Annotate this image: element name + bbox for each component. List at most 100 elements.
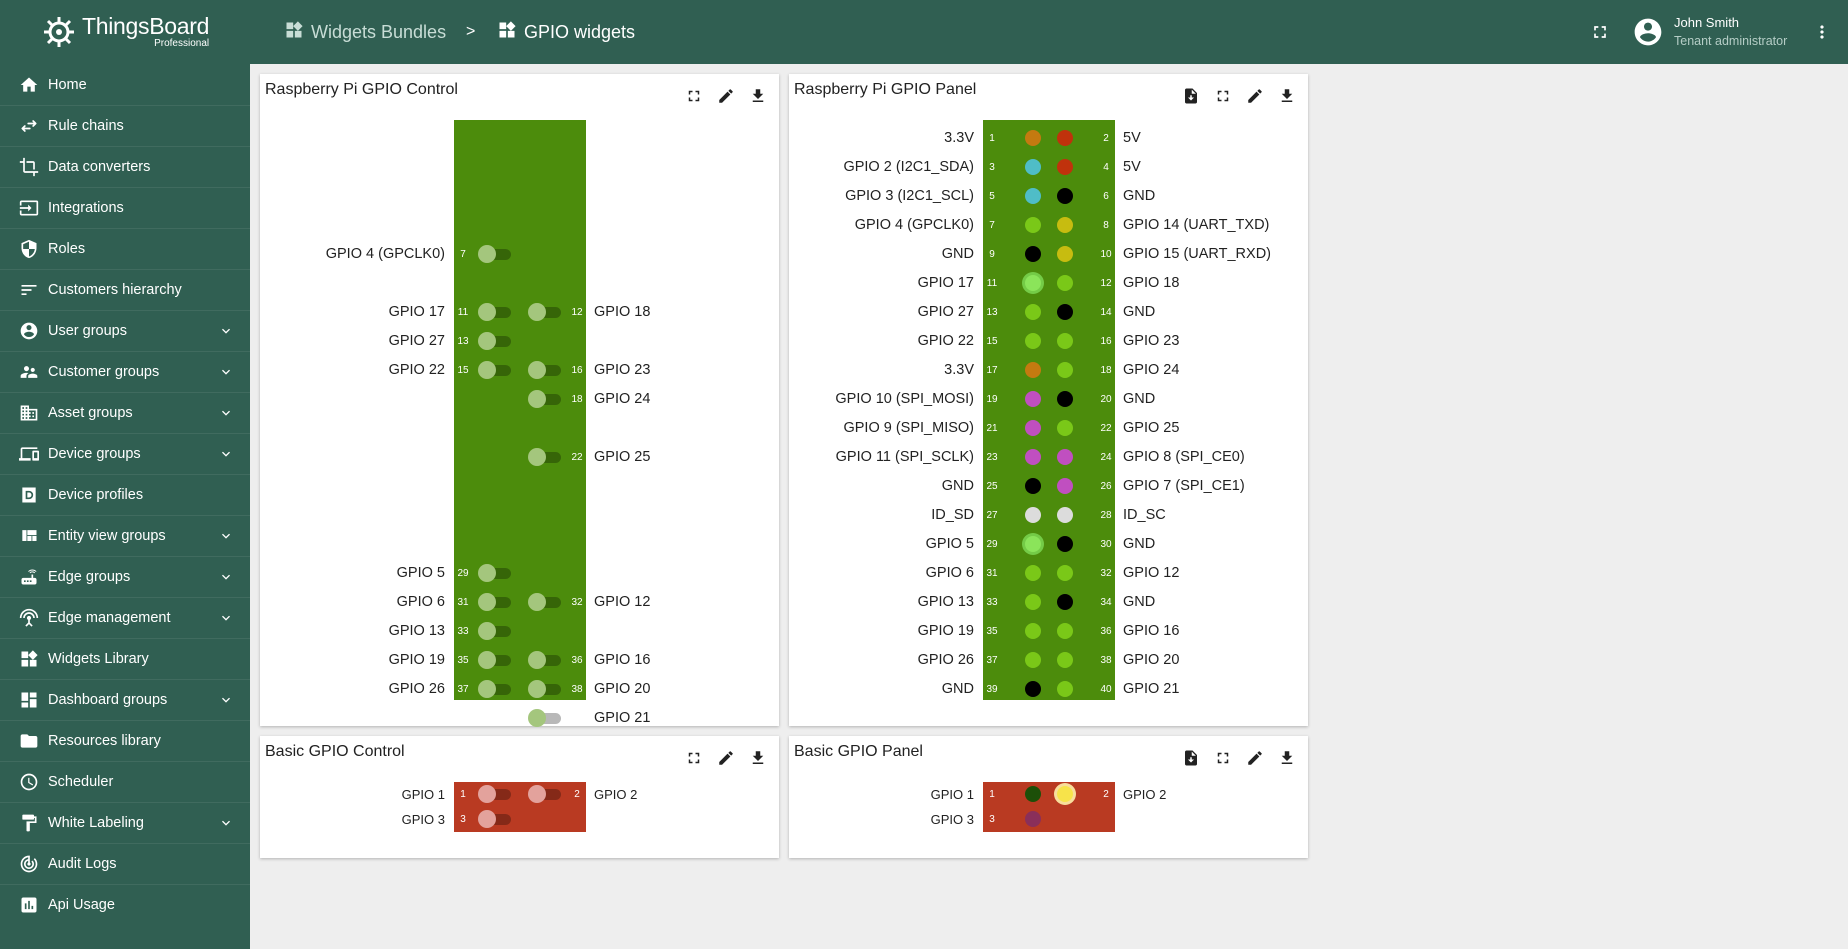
sidebar-item-user-groups[interactable]: User groups: [0, 310, 250, 351]
sidebar-item-customers-hierarchy[interactable]: Customers hierarchy: [0, 269, 250, 310]
gpio-toggle-switch[interactable]: [478, 245, 512, 263]
chevron-down-icon[interactable]: [218, 405, 234, 421]
gpio-pin-row: GPIO 19 35 36 GPIO 16: [389, 646, 650, 675]
widget-basic-gpio-control: Basic GPIO Control GPIO 1 1 2 GPIO 2 GPIO 3 3: [260, 736, 779, 858]
gpio-toggle-switch[interactable]: [478, 651, 512, 669]
sidebar-item-label: Edge management: [48, 610, 171, 626]
gpio-pin-label: GPIO 18: [594, 304, 651, 320]
gpio-toggle-switch[interactable]: [478, 810, 512, 828]
fullscreen-icon[interactable]: [681, 84, 707, 108]
chevron-down-icon[interactable]: [218, 569, 234, 585]
gpio-status-led: [1025, 275, 1041, 291]
sidebar-item-roles[interactable]: Roles: [0, 228, 250, 269]
gpio-toggle-switch[interactable]: [478, 361, 512, 379]
breadcrumb-widgets-bundles[interactable]: Widgets Bundles: [284, 0, 446, 64]
gpio-toggle-switch[interactable]: [528, 593, 562, 611]
gpio-pin-label: GPIO 27: [388, 333, 445, 349]
sidebar-item-integrations[interactable]: Integrations: [0, 187, 250, 228]
export-file-icon[interactable]: [1178, 84, 1204, 108]
export-file-icon[interactable]: [1178, 746, 1204, 770]
account-circle-icon[interactable]: [1632, 16, 1664, 48]
gpio-toggle-switch[interactable]: [528, 390, 562, 408]
sidebar-item-customer-groups[interactable]: Customer groups: [0, 351, 250, 392]
sidebar-item-asset-groups[interactable]: Asset groups: [0, 392, 250, 433]
gpio-pin-number: 32: [571, 597, 583, 608]
gpio-pin-number: 7: [989, 220, 995, 231]
gpio-status-led: [1057, 304, 1073, 320]
edit-icon[interactable]: [713, 84, 739, 108]
sidebar-item-home[interactable]: Home: [0, 64, 250, 105]
gpio-status-led: [1057, 188, 1073, 204]
gpio-toggle-switch[interactable]: [528, 709, 562, 727]
chevron-down-icon[interactable]: [218, 364, 234, 380]
sidebar-item-audit-logs[interactable]: Audit Logs: [0, 843, 250, 884]
edit-icon[interactable]: [713, 746, 739, 770]
gpio-toggle-switch[interactable]: [528, 448, 562, 466]
fullscreen-icon[interactable]: [1210, 84, 1236, 108]
shield-icon: [18, 238, 40, 260]
gpio-pin-number: 20: [1100, 394, 1112, 405]
edit-icon[interactable]: [1242, 84, 1268, 108]
fullscreen-icon[interactable]: [1590, 22, 1610, 42]
gpio-pin-row: GPIO 1 1 2 GPIO 2: [931, 782, 1166, 807]
chevron-down-icon[interactable]: [218, 815, 234, 831]
chevron-down-icon[interactable]: [218, 446, 234, 462]
sidebar-item-label: Home: [48, 76, 87, 93]
gpio-pin-number: 14: [1100, 307, 1112, 318]
gpio-toggle-switch[interactable]: [528, 785, 562, 803]
logo-edition: Professional: [154, 38, 210, 49]
logo-name: ThingsBoard: [82, 13, 210, 39]
sidebar-item-label: Customers hierarchy: [48, 282, 182, 298]
sidebar-item-device-groups[interactable]: Device groups: [0, 433, 250, 474]
gpio-pin-label: GPIO 26: [388, 681, 445, 697]
sidebar-item-scheduler[interactable]: Scheduler: [0, 761, 250, 802]
sidebar-item-dashboard-groups[interactable]: Dashboard groups: [0, 679, 250, 720]
breadcrumb-label: Widgets Bundles: [311, 21, 447, 42]
gpio-toggle-switch[interactable]: [478, 564, 512, 582]
gpio-status-led: [1025, 652, 1041, 668]
gpio-toggle-switch[interactable]: [528, 303, 562, 321]
sidebar-item-widgets-library[interactable]: Widgets Library: [0, 638, 250, 679]
sidebar-item-api-usage[interactable]: Api Usage: [0, 884, 250, 925]
gpio-pin-number: 2: [1103, 133, 1109, 144]
chevron-down-icon[interactable]: [218, 528, 234, 544]
gpio-toggle-switch[interactable]: [478, 622, 512, 640]
router-icon: [18, 566, 40, 588]
gpio-toggle-switch[interactable]: [528, 680, 562, 698]
gpio-pin-number: 35: [457, 655, 469, 666]
download-icon[interactable]: [1274, 84, 1300, 108]
gpio-toggle-switch[interactable]: [528, 651, 562, 669]
more-vert-icon[interactable]: [1812, 22, 1832, 42]
fullscreen-icon[interactable]: [1210, 746, 1236, 770]
sidebar-item-data-converters[interactable]: Data converters: [0, 146, 250, 187]
gpio-pin-label: 5V: [1123, 159, 1141, 175]
gpio-toggle-switch[interactable]: [478, 785, 512, 803]
sidebar-item-rule-chains[interactable]: Rule chains: [0, 105, 250, 146]
gpio-status-led: [1057, 623, 1073, 639]
sidebar-item-device-profiles[interactable]: Device profiles: [0, 474, 250, 515]
logo[interactable]: ThingsBoard Professional: [0, 0, 250, 64]
download-icon[interactable]: [745, 746, 771, 770]
gpio-toggle-switch[interactable]: [478, 332, 512, 350]
sidebar-item-entity-view-groups[interactable]: Entity view groups: [0, 515, 250, 556]
gpio-toggle-switch[interactable]: [528, 361, 562, 379]
fullscreen-icon[interactable]: [681, 746, 707, 770]
edit-icon[interactable]: [1242, 746, 1268, 770]
chevron-down-icon[interactable]: [218, 323, 234, 339]
gpio-pin-row: GPIO 13 33: [389, 617, 586, 646]
sidebar-item-edge-management[interactable]: Edge management: [0, 597, 250, 638]
gpio-toggle-switch[interactable]: [478, 680, 512, 698]
gpio-toggle-switch[interactable]: [478, 303, 512, 321]
sidebar-item-resources-library[interactable]: Resources library: [0, 720, 250, 761]
gpio-pin-row: GPIO 5 29: [397, 559, 586, 588]
gpio-pin-number: 1: [989, 133, 995, 144]
gpio-toggle-switch[interactable]: [478, 593, 512, 611]
chevron-down-icon[interactable]: [218, 692, 234, 708]
sidebar-item-edge-groups[interactable]: Edge groups: [0, 556, 250, 597]
download-icon[interactable]: [745, 84, 771, 108]
sidebar-item-white-labeling[interactable]: White Labeling: [0, 802, 250, 843]
gpio-pin-label: GPIO 18: [1123, 275, 1180, 291]
download-icon[interactable]: [1274, 746, 1300, 770]
chevron-down-icon[interactable]: [218, 610, 234, 626]
widget-actions: [1178, 84, 1300, 108]
